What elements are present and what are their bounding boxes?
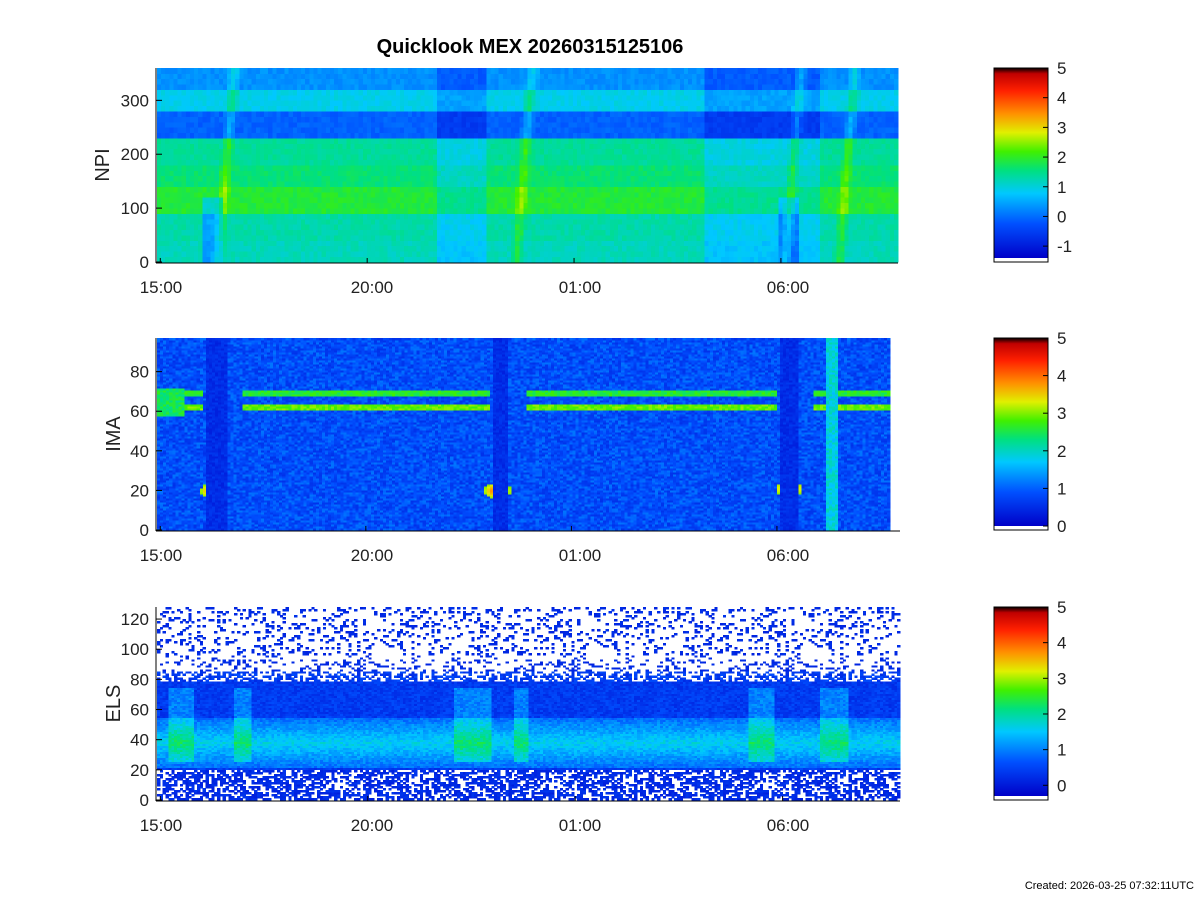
els-y-tick-label: 120 xyxy=(121,610,149,629)
els-y-axis-label: ELS xyxy=(103,685,125,723)
els-colorbar-tick-label: 3 xyxy=(1057,669,1066,688)
ima-x-tick-label: 06:00 xyxy=(767,546,810,565)
ima-colorbar-tick-label: 1 xyxy=(1057,479,1066,498)
npi-y-tick-label: 0 xyxy=(140,253,149,272)
els-y-tick-label: 80 xyxy=(130,670,149,689)
npi-y-tick-label: 300 xyxy=(121,91,149,110)
ima-heatmap xyxy=(157,338,890,530)
els-colorbar-gradient xyxy=(994,607,1048,796)
ima-colorbar-tick-label: 4 xyxy=(1057,367,1066,386)
els-y-tick-label: 60 xyxy=(130,701,149,720)
ima-x-tick-label: 20:00 xyxy=(351,546,394,565)
els-y-tick-label: 0 xyxy=(140,791,149,810)
ima-y-tick-label: 40 xyxy=(130,442,149,461)
npi-x-tick-label: 15:00 xyxy=(140,278,183,297)
els-x-tick-label: 06:00 xyxy=(767,816,810,835)
created-timestamp: Created: 2026-03-25 07:32:11UTC xyxy=(1025,880,1194,892)
npi-colorbar-gradient xyxy=(994,68,1048,258)
els-x-tick-label: 01:00 xyxy=(559,816,602,835)
ima-x-tick-label: 01:00 xyxy=(559,546,602,565)
ima-y-tick-label: 60 xyxy=(130,402,149,421)
npi-y-axis-label: NPI xyxy=(92,148,114,181)
els-colorbar-tick-label: 1 xyxy=(1057,741,1066,760)
npi-heatmap xyxy=(157,68,898,262)
els-panel: 0 20 40 60 80 100 120 15:00 20:00 01:00 06:00 ELS 0 1… xyxy=(103,598,1066,835)
npi-colorbar-tick-label: 2 xyxy=(1057,148,1066,167)
ima-colorbar-gradient xyxy=(994,338,1048,526)
ima-colorbar-tick-label: 5 xyxy=(1057,329,1066,348)
npi-colorbar-tick-label: 3 xyxy=(1057,118,1066,137)
npi-colorbar-tick-label: 0 xyxy=(1057,207,1066,226)
npi-x-tick-label: 06:00 xyxy=(767,278,810,297)
ima-colorbar: 0 1 2 3 4 5 xyxy=(994,329,1066,536)
ima-y-tick-label: 20 xyxy=(130,481,149,500)
npi-y-tick-label: 100 xyxy=(121,199,149,218)
ima-y-axis-label: IMA xyxy=(103,416,125,452)
els-x-tick-label: 15:00 xyxy=(140,816,183,835)
els-colorbar-tick-label: 4 xyxy=(1057,634,1066,653)
npi-colorbar-tick-label: 1 xyxy=(1057,178,1066,197)
npi-colorbar: -1 0 1 2 3 4 5 xyxy=(994,59,1072,262)
els-heatmap xyxy=(157,607,900,800)
npi-panel: 0 100 200 300 15:00 20:00 01:00 06:00 NPI -1 0 1 2 3 4… xyxy=(92,59,1072,297)
els-colorbar: 0 1 2 3 4 5 xyxy=(994,598,1066,800)
els-y-tick-label: 20 xyxy=(130,761,149,780)
els-y-tick-label: 100 xyxy=(121,640,149,659)
npi-colorbar-tick-label: 5 xyxy=(1057,59,1066,78)
els-colorbar-tick-label: 2 xyxy=(1057,705,1066,724)
ima-x-tick-label: 15:00 xyxy=(140,546,183,565)
els-y-tick-label: 40 xyxy=(130,731,149,750)
els-x-tick-label: 20:00 xyxy=(351,816,394,835)
npi-colorbar-tick-label: 4 xyxy=(1057,89,1066,108)
npi-x-tick-label: 20:00 xyxy=(351,278,394,297)
ima-panel: 0 20 40 60 80 15:00 20:00 01:00 06:00 IMA 0 1 2 3 4 5 xyxy=(103,329,1066,565)
els-colorbar-tick-label: 0 xyxy=(1057,776,1066,795)
els-colorbar-tick-label: 5 xyxy=(1057,598,1066,617)
ima-colorbar-tick-label: 3 xyxy=(1057,404,1066,423)
npi-x-tick-label: 01:00 xyxy=(559,278,602,297)
ima-colorbar-tick-label: 0 xyxy=(1057,517,1066,536)
ima-colorbar-tick-label: 2 xyxy=(1057,442,1066,461)
npi-y-tick-label: 200 xyxy=(121,145,149,164)
ima-y-tick-label: 0 xyxy=(140,521,149,540)
ima-y-tick-label: 80 xyxy=(130,363,149,382)
npi-colorbar-tick-label: -1 xyxy=(1057,237,1072,256)
